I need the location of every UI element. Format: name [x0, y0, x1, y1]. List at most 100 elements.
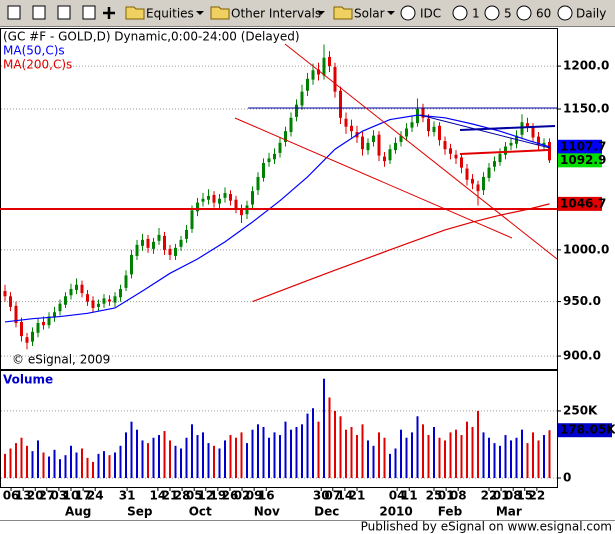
x-tick-label: 21: [349, 489, 366, 503]
x-tick-label: 06: [3, 489, 20, 503]
icon[interactable]: [484, 5, 500, 21]
toolbar-item[interactable]: 60: [536, 7, 551, 21]
month-label: Dec: [314, 505, 339, 519]
volume-bar: [526, 443, 529, 478]
volume-bar: [438, 437, 441, 478]
volume-bar: [53, 449, 56, 478]
volume-bar: [548, 430, 551, 478]
dropdown[interactable]: [387, 11, 395, 15]
legend-entry: MA(50,C)s: [3, 44, 65, 58]
candle-body: [306, 78, 309, 91]
volume-bar: [15, 443, 17, 478]
volume-bar: [279, 435, 281, 478]
volume-bar: [306, 413, 309, 478]
dropdown[interactable]: [317, 11, 325, 15]
candle-body: [284, 131, 287, 142]
candle-body: [201, 198, 205, 202]
candle-body: [185, 229, 188, 239]
price-readout: 1092.9: [560, 153, 606, 167]
candle-body: [344, 118, 348, 127]
month-label: Aug: [65, 505, 91, 519]
volume-bar: [130, 421, 133, 478]
y-tick-label: 0: [563, 471, 571, 485]
toolbar-item[interactable]: Daily: [576, 7, 606, 21]
month-label: 2010: [379, 505, 412, 519]
candle-body: [108, 299, 111, 302]
volume-bar: [9, 448, 12, 478]
copyright: © eSignal, 2009: [12, 353, 110, 367]
x-tick-label: 24: [87, 489, 104, 503]
toolbar-item[interactable]: Equities: [146, 7, 194, 21]
folder-icon[interactable]: [125, 6, 145, 20]
candle-body: [229, 193, 232, 201]
toolbar-item[interactable]: Solar: [354, 7, 385, 21]
candle-body: [482, 176, 485, 191]
volume-bar: [543, 435, 545, 478]
candle-body: [163, 235, 166, 250]
x-tick-label: 30: [313, 489, 330, 503]
volume-bar: [235, 437, 237, 478]
volume-bar: [246, 443, 248, 478]
icon[interactable]: [7, 5, 21, 20]
folder-icon[interactable]: [210, 6, 230, 20]
candle-body: [14, 305, 18, 324]
x-tick-label: 17: [75, 489, 92, 503]
candle-body: [234, 199, 238, 209]
toolbar-item[interactable]: 5: [504, 7, 512, 21]
volume-bar: [42, 452, 45, 478]
candle-body: [350, 125, 353, 132]
toolbar-item[interactable]: 1: [472, 7, 480, 21]
candle-body: [196, 202, 199, 212]
toolbar-icons: [7, 5, 573, 21]
candle-body: [3, 291, 7, 297]
toolbar-item[interactable]: Other Intervals: [231, 7, 321, 21]
candle-body: [493, 161, 496, 167]
volume-bar: [119, 445, 122, 478]
candle-body: [218, 198, 221, 204]
candle-body: [146, 238, 150, 248]
dropdown[interactable]: [196, 11, 204, 15]
icon[interactable]: [57, 5, 71, 20]
icon[interactable]: [557, 5, 573, 21]
candle-body: [36, 323, 40, 333]
folder-icon[interactable]: [333, 6, 353, 20]
candle-body: [366, 142, 370, 151]
price-readout: 1046.7: [560, 196, 606, 210]
volume-bar: [510, 440, 512, 478]
volume-bar: [70, 445, 72, 478]
candle-body: [152, 241, 155, 249]
icon[interactable]: [516, 5, 532, 21]
x-tick-label: 03: [51, 489, 68, 503]
icon[interactable]: [82, 5, 96, 20]
icon[interactable]: [32, 5, 46, 20]
price-panel: [0, 28, 558, 370]
candle-body: [476, 184, 480, 192]
volume-bar: [477, 410, 479, 478]
candle-body: [267, 158, 271, 163]
trendlines: [0, 43, 558, 260]
volume-bar: [180, 448, 182, 478]
volume-readout-bg: [558, 423, 612, 438]
volume-bar: [345, 429, 347, 478]
volume-bar: [31, 451, 34, 478]
candle-body: [300, 91, 304, 106]
volume-bar: [350, 427, 353, 478]
candle-body: [223, 193, 227, 198]
candle-body: [20, 321, 23, 337]
volume-bar: [136, 429, 138, 478]
icon[interactable]: [103, 7, 115, 19]
volume-bar: [488, 437, 490, 478]
volume-bar: [383, 437, 386, 478]
candle-body: [339, 90, 342, 118]
candle-body: [471, 178, 474, 184]
volume-bar: [97, 453, 100, 478]
icon[interactable]: [452, 5, 468, 21]
candle-body: [113, 296, 117, 303]
y-tick-label: 1000.0: [563, 242, 609, 256]
footer: Published by eSignal on www.esignal.com: [361, 520, 612, 534]
toolbar-item[interactable]: IDC: [420, 7, 441, 21]
candle-body: [421, 108, 425, 118]
icon[interactable]: [400, 5, 416, 21]
x-tick-label: 07: [324, 489, 341, 503]
